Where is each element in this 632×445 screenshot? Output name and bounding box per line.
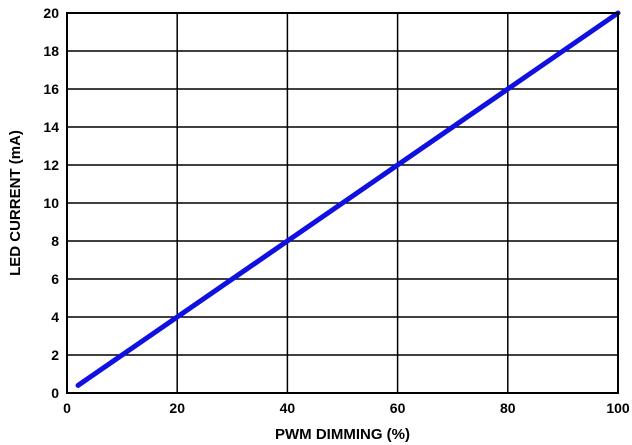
y-tick-labels: 0 2 4 6 8 10 12 14 16 18 20 xyxy=(43,5,59,401)
y-tick-label: 12 xyxy=(43,157,59,173)
series-line xyxy=(75,10,621,388)
x-tick-label: 80 xyxy=(500,400,516,416)
y-tick-label: 6 xyxy=(51,271,59,287)
x-tick-label: 20 xyxy=(169,400,185,416)
y-tick-label: 4 xyxy=(51,309,59,325)
x-axis-title: PWM DIMMING (%) xyxy=(275,426,410,443)
y-tick-label: 18 xyxy=(43,43,59,59)
y-tick-label: 2 xyxy=(51,347,59,363)
x-tick-label: 40 xyxy=(280,400,296,416)
y-tick-label: 0 xyxy=(51,385,59,401)
series-layer xyxy=(75,10,621,388)
plot-frame xyxy=(66,12,619,394)
y-tick-label: 16 xyxy=(43,81,59,97)
y-tick-label: 8 xyxy=(51,233,59,249)
y-tick-label: 20 xyxy=(43,5,59,21)
x-tick-labels: 0 20 40 60 80 100 xyxy=(63,400,630,416)
y-tick-label: 14 xyxy=(43,119,59,135)
x-tick-label: 60 xyxy=(390,400,406,416)
x-tick-label: 100 xyxy=(606,400,630,416)
x-tick-label: 0 xyxy=(63,400,71,416)
y-tick-label: 10 xyxy=(43,195,59,211)
y-axis-title: LED CURRENT (mA) xyxy=(7,130,24,276)
